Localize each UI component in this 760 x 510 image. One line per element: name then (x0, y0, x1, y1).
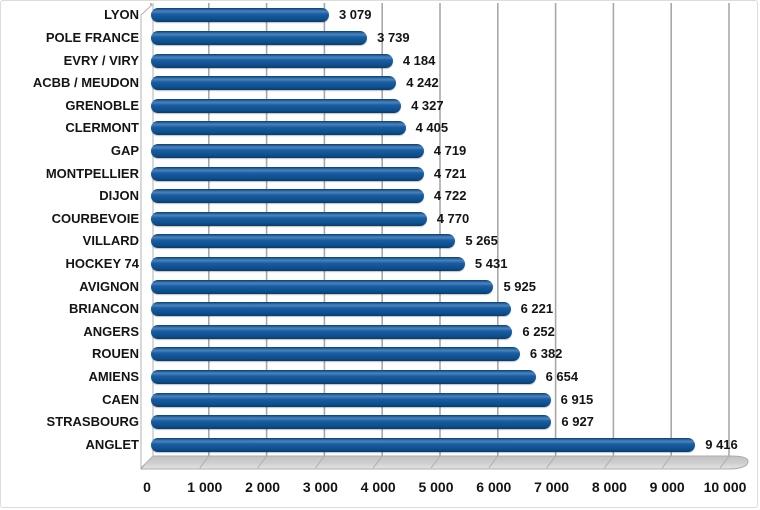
category-label: MONTPELLIER (45, 165, 139, 181)
bar-acbb-meudon (151, 76, 397, 91)
x-tick-label: 4 000 (360, 479, 396, 495)
value-label: 6 927 (561, 414, 594, 430)
category-label: CLERMONT (65, 120, 139, 136)
category-label: DIJON (99, 188, 139, 204)
bar-strasbourg (151, 415, 552, 430)
category-label: GAP (110, 142, 139, 158)
value-label: 6 221 (520, 301, 554, 317)
value-label: 4 405 (415, 120, 449, 136)
value-label: 6 252 (522, 323, 555, 339)
bar-courbevoie (151, 211, 427, 226)
x-tick-label: 1 000 (187, 479, 223, 495)
value-label: 4 719 (433, 142, 467, 158)
category-label: COURBEVOIE (51, 210, 139, 226)
bar-anglet (151, 437, 696, 452)
x-tick-label: 0 (143, 479, 151, 495)
axis-tick (314, 455, 325, 469)
value-label: 6 654 (545, 368, 579, 384)
axis-tick (546, 455, 556, 469)
axis-tick (372, 455, 383, 469)
bar-angers (151, 324, 513, 339)
bar-amiens (151, 369, 536, 384)
x-tick-label: 2 000 (245, 479, 281, 495)
x-tick-label: 3 000 (302, 479, 338, 495)
category-label: HOCKEY 74 (65, 255, 139, 271)
category-label: ANGLET (85, 436, 139, 452)
value-label: 3 079 (338, 7, 372, 23)
x-tick-label: 10 000 (703, 479, 747, 495)
value-label: 6 382 (529, 346, 563, 362)
bar-evry-viry (151, 53, 393, 68)
bar-montpellier (151, 166, 424, 181)
category-label: AVIGNON (79, 278, 139, 294)
bar-clermont (151, 121, 406, 136)
axis-tick (199, 455, 210, 469)
bar-rouen (151, 347, 520, 362)
bar-avignon (151, 279, 494, 294)
bar-hockey-74 (151, 256, 465, 271)
category-label: VILLARD (82, 233, 139, 249)
bar-gap (151, 143, 424, 158)
category-label: EVRY / VIRY (63, 52, 139, 68)
value-label: 3 739 (377, 29, 410, 45)
value-label: 9 416 (705, 436, 738, 452)
x-tick-label: 9 000 (649, 479, 685, 495)
bar-lyon (151, 8, 329, 23)
category-label: AMIENS (88, 368, 139, 384)
category-label: CAEN (102, 391, 139, 407)
value-label: 4 184 (402, 52, 436, 68)
x-tick-label: 5 000 (418, 479, 454, 495)
category-label: LYON (104, 7, 139, 23)
axis-tick (604, 455, 614, 469)
value-label: 4 770 (436, 210, 470, 226)
axis-tick (430, 455, 441, 469)
value-label: 4 327 (411, 97, 444, 113)
category-label: ACBB / MEUDON (32, 75, 139, 91)
bar-dijon (151, 189, 424, 204)
bar-grenoble (151, 98, 402, 113)
axis-tick (257, 455, 268, 469)
value-label: 4 242 (406, 75, 439, 91)
axis-tick (719, 455, 730, 469)
value-label: 6 915 (560, 391, 594, 407)
value-label: 5 925 (503, 278, 536, 294)
x-tick-label: 7 000 (534, 479, 570, 495)
category-label: STRASBOURG (46, 414, 139, 430)
category-label: BRIANCON (68, 301, 139, 317)
bar-caen (151, 392, 551, 407)
bar-briancon (151, 302, 511, 317)
value-label: 4 721 (433, 165, 467, 181)
category-label: ROUEN (92, 346, 139, 362)
chart-floor-3d (139, 455, 749, 470)
value-label: 4 722 (433, 188, 467, 204)
category-label: GRENOBLE (65, 97, 139, 113)
category-label: POLE FRANCE (45, 29, 139, 45)
axis-tick (488, 455, 499, 469)
value-label: 5 431 (474, 255, 508, 271)
x-tick-label: 8 000 (591, 479, 627, 495)
bar-villard (151, 234, 456, 249)
x-tick-label: 6 000 (476, 479, 512, 495)
axis-tick (661, 455, 672, 469)
value-label: 5 265 (465, 233, 498, 249)
bar-pole-france (151, 30, 368, 45)
gridlines (150, 3, 730, 456)
category-label: ANGERS (83, 323, 139, 339)
